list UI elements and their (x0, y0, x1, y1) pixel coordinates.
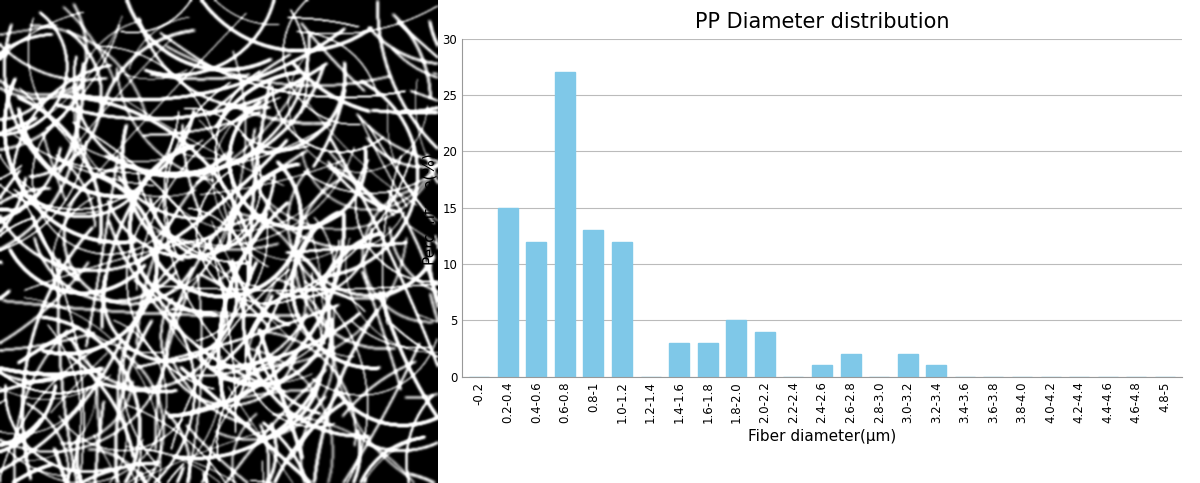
Title: PP Diameter distribution: PP Diameter distribution (695, 12, 949, 31)
Bar (612, 242, 632, 377)
Bar (926, 366, 947, 377)
Y-axis label: Percentage(%): Percentage(%) (421, 151, 437, 264)
Bar (898, 354, 918, 377)
Bar (755, 332, 775, 377)
Bar (670, 343, 689, 377)
X-axis label: Fiber diameter(μm): Fiber diameter(μm) (748, 429, 896, 444)
Bar (498, 208, 517, 377)
Bar (527, 242, 546, 377)
Bar (840, 354, 860, 377)
Bar (697, 343, 718, 377)
Bar (583, 230, 604, 377)
Bar (726, 320, 746, 377)
Bar (812, 366, 832, 377)
Bar (554, 72, 575, 377)
